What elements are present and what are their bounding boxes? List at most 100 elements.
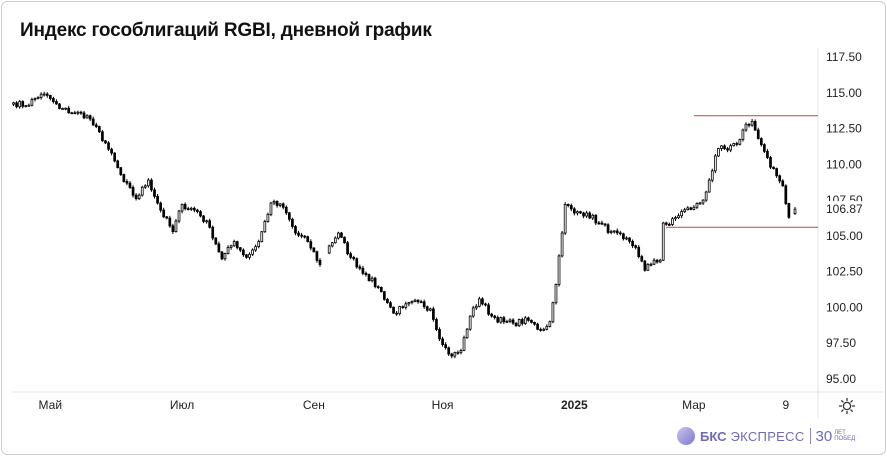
chart-title: Индекс гособлигаций RGBI, дневной график	[20, 20, 432, 41]
y-axis: 117.50115.00112.50110.00107.50105.00102.…	[824, 50, 866, 386]
candle-body	[523, 317, 527, 324]
candle	[634, 244, 638, 250]
candle	[364, 271, 368, 277]
candle	[778, 174, 782, 184]
candle-body	[490, 313, 493, 317]
candle-body	[21, 101, 25, 107]
candle-body	[12, 102, 15, 105]
candle-body	[346, 242, 349, 255]
candle-body	[634, 245, 638, 248]
candle-body	[432, 308, 435, 320]
candle	[395, 311, 398, 316]
candle	[625, 236, 628, 241]
candle-body	[174, 220, 178, 232]
candle	[658, 258, 662, 264]
candle-body	[548, 321, 552, 327]
candle-body	[309, 241, 313, 249]
candle	[487, 302, 490, 316]
candle-body	[254, 246, 257, 251]
candle-body	[481, 298, 484, 305]
candle	[343, 236, 346, 244]
candle-body	[327, 245, 331, 254]
candle	[652, 258, 656, 266]
candle	[55, 99, 58, 105]
candle	[447, 346, 451, 356]
x-tick-label: Май	[39, 398, 63, 412]
candle	[174, 218, 178, 233]
candle	[775, 167, 778, 178]
candle	[723, 144, 726, 150]
candle	[781, 179, 785, 187]
candle-body	[710, 170, 714, 181]
candle-body	[208, 220, 212, 228]
watermark-brand: БКС	[700, 428, 727, 444]
candle-body	[269, 202, 273, 215]
candle-body	[358, 266, 362, 269]
candle-body	[355, 258, 359, 268]
candle	[478, 296, 481, 308]
candle-body	[162, 209, 166, 218]
candle	[300, 232, 303, 239]
candle-body	[655, 259, 659, 263]
candle	[128, 181, 132, 189]
candle	[747, 123, 751, 128]
candle	[220, 250, 224, 261]
candle	[183, 202, 187, 211]
x-tick-label: Июл	[170, 398, 194, 412]
candle	[315, 250, 319, 263]
x-axis: Май Июл Сен Ноя 2025 Мар 9	[39, 398, 790, 412]
candle	[12, 101, 15, 107]
candle	[21, 100, 25, 109]
candle-body	[692, 206, 696, 210]
candle-body	[42, 93, 46, 96]
candle-body	[784, 185, 788, 204]
candle-body	[474, 305, 478, 309]
candle-body	[150, 179, 153, 191]
candle-body	[573, 208, 576, 214]
candle-body	[536, 323, 539, 330]
candle	[686, 206, 690, 211]
candle	[352, 255, 356, 261]
candle-body	[333, 237, 337, 244]
candle-body	[291, 218, 294, 227]
candle-body	[646, 264, 650, 271]
candle	[101, 130, 104, 142]
candle-body	[704, 191, 708, 201]
candle-body	[738, 139, 742, 145]
bks-logo-icon	[677, 427, 695, 445]
candle-body	[315, 251, 319, 261]
candle	[327, 244, 331, 255]
gear-icon[interactable]	[838, 397, 856, 415]
candle-body	[753, 121, 757, 131]
candle-body	[557, 255, 561, 285]
candle	[609, 229, 613, 235]
candle-body	[542, 328, 546, 331]
candle	[82, 110, 86, 120]
candle-body	[628, 237, 631, 242]
candle-body	[401, 306, 405, 309]
candle-body	[778, 175, 782, 182]
candle	[147, 178, 150, 188]
x-tick-label: Мар	[682, 398, 706, 412]
candle-body	[116, 160, 120, 169]
candle	[499, 316, 503, 324]
candle	[435, 317, 438, 332]
candle-body	[793, 208, 797, 214]
candle	[88, 114, 92, 122]
candle	[585, 210, 588, 218]
candle	[756, 127, 760, 140]
candle-body	[643, 260, 647, 271]
candle-body	[159, 202, 162, 211]
candle-body	[36, 97, 40, 99]
candle-body	[281, 203, 285, 208]
candle-body	[517, 319, 521, 327]
candle	[680, 209, 683, 219]
candle-body	[260, 231, 264, 243]
candle-body	[101, 131, 104, 142]
candle-body	[153, 189, 156, 197]
candle-body	[530, 319, 533, 323]
candle	[468, 315, 472, 331]
candle	[701, 199, 705, 206]
candle	[27, 103, 31, 107]
